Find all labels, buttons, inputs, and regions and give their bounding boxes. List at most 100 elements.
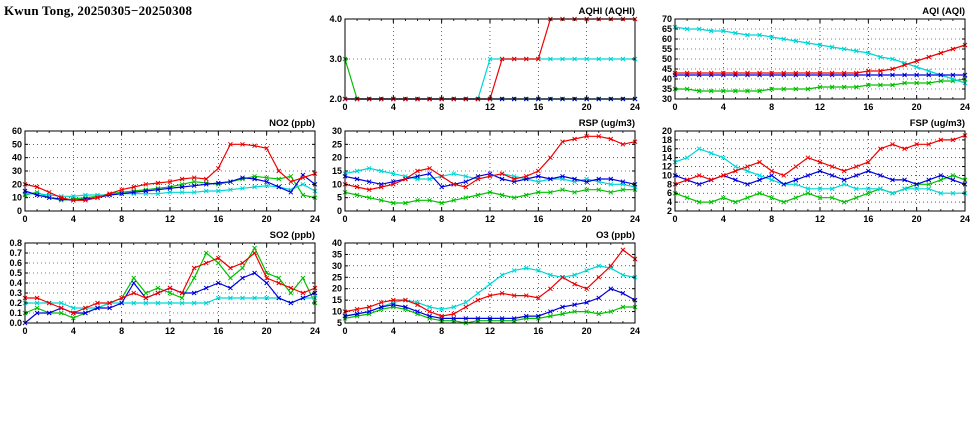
x-tick-label: 8 — [439, 214, 444, 224]
y-tick-label: 14 — [662, 153, 672, 163]
x-tick-label: 20 — [262, 214, 272, 224]
x-tick-label: 20 — [582, 214, 592, 224]
y-tick-label: 55 — [662, 44, 672, 54]
y-tick-label: 0 — [17, 206, 22, 216]
x-tick-label: 4 — [391, 326, 396, 336]
x-tick-label: 16 — [533, 214, 543, 224]
y-tick-label: 0.3 — [9, 288, 22, 298]
y-tick-label: 40 — [12, 153, 22, 163]
x-tick-label: 0 — [672, 214, 677, 224]
y-tick-label: 0.7 — [9, 248, 22, 258]
chart-title-o3: O3 (ppb) — [596, 230, 635, 241]
y-tick-label: 50 — [662, 54, 672, 64]
page-title: Kwun Tong, 20250305−20250308 — [4, 3, 193, 18]
y-tick-label: 2.0 — [329, 94, 342, 104]
chart-no2: 0 4 8 12 16 20 24 0 10 20 30 40 50 60 NO2 (ppb) — [0, 115, 320, 227]
chart-canvas-aqhi: 0 4 8 12 16 20 24 2.0 3.0 4.0 AQHI (AQHI) — [329, 6, 640, 112]
y-tick-label: 40 — [332, 238, 342, 248]
chart-canvas-rsp: 0 4 8 12 16 20 24 0 5 10 15 20 25 30 RSP (ug/m3) — [332, 118, 640, 224]
x-tick-label: 12 — [485, 214, 495, 224]
y-tick-label: 8 — [667, 179, 672, 189]
y-tick-label: 5 — [337, 318, 342, 328]
y-tick-label: 0.6 — [9, 258, 22, 268]
x-tick-label: 0 — [672, 102, 677, 112]
y-tick-label: 0.8 — [9, 238, 22, 248]
y-tick-label: 60 — [12, 126, 22, 136]
y-tick-label: 0.5 — [9, 268, 22, 278]
chart-title-aqhi: AQHI (AQHI) — [579, 6, 635, 17]
chart-aqhi: 0 4 8 12 16 20 24 2.0 3.0 4.0 AQHI (AQHI) — [320, 3, 640, 115]
x-tick-label: 0 — [342, 326, 347, 336]
x-tick-label: 12 — [485, 326, 495, 336]
x-tick-label: 24 — [630, 326, 640, 336]
x-tick-label: 24 — [960, 102, 970, 112]
y-tick-label: 15 — [332, 295, 342, 305]
chart-aqi: 0 4 8 12 16 20 24 30 35 40 45 50 55 60 65 70 AQI (AQI) — [650, 3, 970, 115]
y-tick-label: 12 — [662, 162, 672, 172]
x-tick-label: 0 — [22, 214, 27, 224]
x-tick-label: 16 — [213, 326, 223, 336]
x-tick-label: 20 — [262, 326, 272, 336]
x-tick-label: 4 — [391, 214, 396, 224]
x-tick-label: 8 — [439, 102, 444, 112]
y-tick-label: 20 — [332, 153, 342, 163]
y-tick-label: 45 — [662, 64, 672, 74]
x-tick-label: 24 — [630, 102, 640, 112]
y-tick-label: 40 — [662, 74, 672, 84]
y-tick-label: 4.0 — [329, 14, 342, 24]
chart-title-fsp: FSP (ug/m3) — [910, 118, 965, 129]
chart-title-so2: SO2 (ppb) — [270, 230, 315, 241]
y-tick-label: 10 — [662, 170, 672, 180]
chart-canvas-no2: 0 4 8 12 16 20 24 0 10 20 30 40 50 60 NO2 (ppb) — [12, 118, 320, 224]
chart-fsp: 0 4 8 12 16 20 24 2 4 6 8 10 12 14 16 18 20 FSP (ug/m3) — [650, 115, 970, 227]
x-tick-label: 16 — [533, 326, 543, 336]
x-tick-label: 8 — [119, 326, 124, 336]
chart-o3: 0 4 8 12 16 20 24 5 10 15 20 25 30 35 40 O3 (ppb) — [320, 227, 640, 339]
x-tick-label: 20 — [582, 102, 592, 112]
y-tick-label: 0.4 — [9, 278, 22, 288]
y-tick-label: 60 — [662, 34, 672, 44]
x-tick-label: 16 — [863, 102, 873, 112]
chart-title-no2: NO2 (ppb) — [269, 118, 315, 129]
x-tick-label: 12 — [815, 102, 825, 112]
y-tick-label: 3.0 — [329, 54, 342, 64]
x-tick-label: 4 — [721, 214, 726, 224]
x-tick-label: 24 — [310, 326, 320, 336]
x-tick-label: 4 — [391, 102, 396, 112]
y-tick-label: 10 — [332, 307, 342, 317]
y-tick-label: 5 — [337, 193, 342, 203]
x-tick-label: 20 — [912, 102, 922, 112]
x-tick-label: 0 — [342, 214, 347, 224]
x-tick-label: 12 — [165, 214, 175, 224]
y-tick-label: 0.1 — [9, 308, 22, 318]
x-tick-label: 8 — [439, 326, 444, 336]
chart-so2: 0 4 8 12 16 20 24 0.0 0.1 0.2 0.3 0.4 0.5 0.6 0.7 0.8 SO… — [0, 227, 320, 339]
y-tick-label: 15 — [332, 166, 342, 176]
x-tick-label: 24 — [960, 214, 970, 224]
series-line-cyan — [25, 183, 316, 197]
y-tick-label: 30 — [12, 166, 22, 176]
y-tick-label: 30 — [332, 126, 342, 136]
x-tick-label: 4 — [71, 326, 76, 336]
y-tick-label: 0.2 — [9, 298, 22, 308]
y-tick-label: 65 — [662, 24, 672, 34]
y-tick-label: 35 — [332, 249, 342, 259]
y-tick-label: 50 — [12, 139, 22, 149]
x-tick-label: 16 — [213, 214, 223, 224]
x-tick-label: 0 — [22, 326, 27, 336]
x-tick-label: 8 — [119, 214, 124, 224]
chart-title-aqi: AQI (AQI) — [922, 6, 965, 17]
y-tick-label: 10 — [12, 193, 22, 203]
x-tick-label: 24 — [630, 214, 640, 224]
x-tick-label: 4 — [721, 102, 726, 112]
y-tick-label: 25 — [332, 272, 342, 282]
y-tick-label: 20 — [662, 126, 672, 136]
y-tick-label: 0 — [337, 206, 342, 216]
x-tick-label: 16 — [863, 214, 873, 224]
y-tick-label: 2 — [667, 206, 672, 216]
y-tick-label: 16 — [662, 144, 672, 154]
x-tick-label: 4 — [71, 214, 76, 224]
y-tick-label: 25 — [332, 139, 342, 149]
